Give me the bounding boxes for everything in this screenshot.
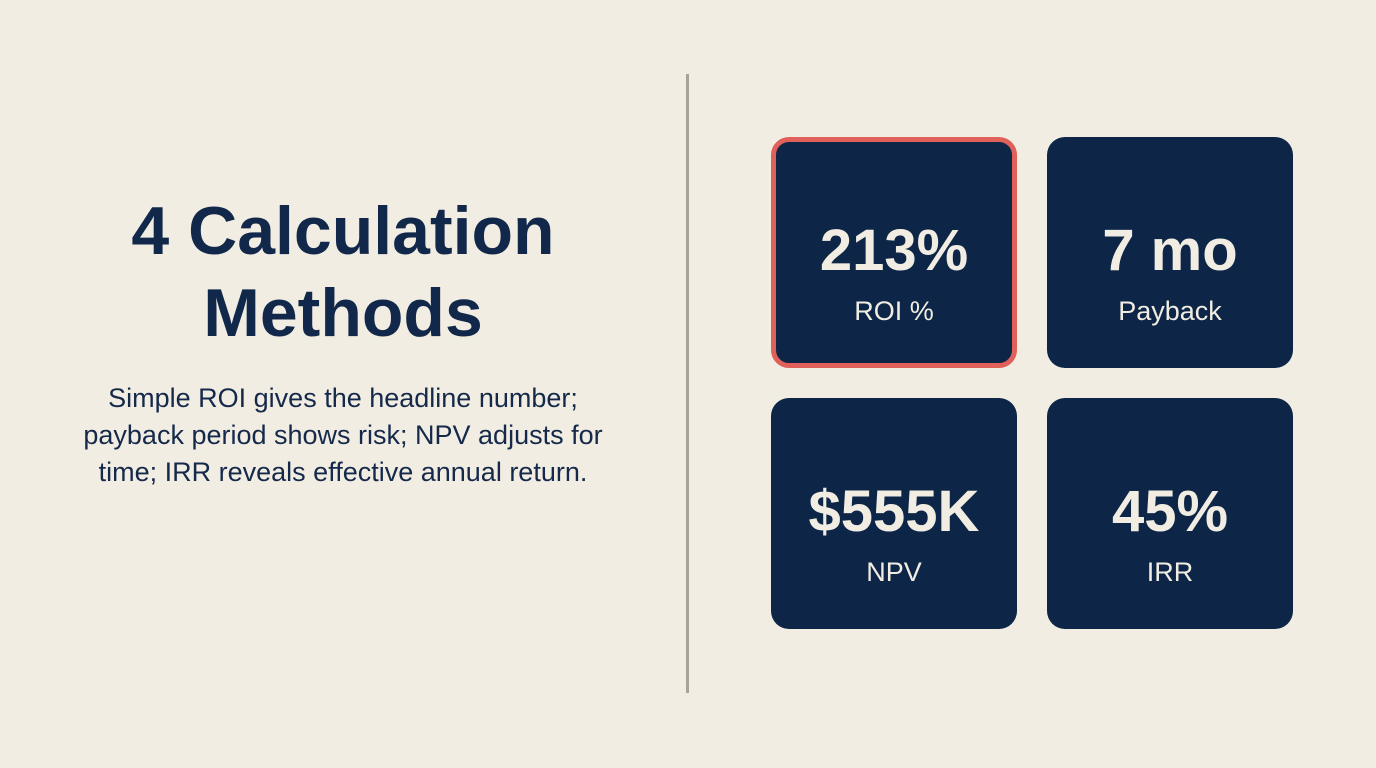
metric-label: Payback bbox=[1118, 296, 1222, 326]
metric-card-roi: 213% ROI % bbox=[771, 137, 1017, 368]
title-line-2: Methods bbox=[203, 275, 483, 351]
metric-value: 213% bbox=[819, 218, 969, 283]
slide-title: 4 Calculation Methods bbox=[60, 190, 626, 354]
vertical-divider bbox=[686, 74, 689, 693]
metric-card-npv: $555K NPV bbox=[771, 398, 1017, 629]
metric-card-irr: 45% IRR bbox=[1047, 398, 1293, 629]
metric-value: 45% bbox=[1111, 479, 1229, 544]
title-line-1: 4 Calculation bbox=[131, 193, 555, 269]
metric-label: IRR bbox=[1146, 557, 1194, 587]
metric-card-payback: 7 mo Payback bbox=[1047, 137, 1293, 368]
metric-label: ROI % bbox=[854, 296, 934, 326]
description: Simple ROI gives the headline number; pa… bbox=[83, 383, 603, 487]
metric-value: 7 mo bbox=[1102, 218, 1238, 283]
metric-value: $555K bbox=[808, 479, 980, 544]
metric-label: NPV bbox=[866, 557, 922, 587]
intro-section: 4 Calculation Methods Simple ROI gives t… bbox=[60, 190, 626, 491]
